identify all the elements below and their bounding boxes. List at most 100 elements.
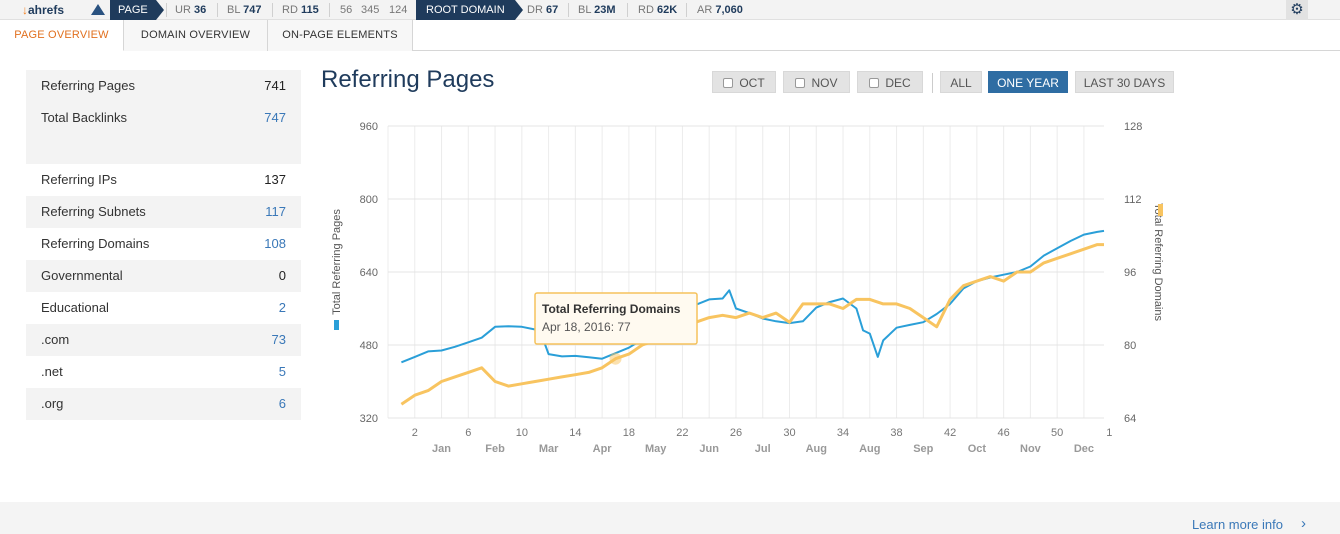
- tab-domain-overview[interactable]: DOMAIN OVERVIEW: [124, 20, 268, 51]
- stat-value-link[interactable]: 747: [264, 110, 286, 125]
- divider: [568, 3, 569, 17]
- filter-oct-button[interactable]: OCT: [712, 71, 776, 93]
- x-week-tick-label: 50: [1051, 427, 1063, 439]
- chevron-right-icon[interactable]: ›: [1301, 515, 1306, 532]
- top-toolbar: ↓ahrefs PAGE UR 36 BL 747 RD 115 56 345 …: [0, 0, 1340, 20]
- x-month-tick-label: Feb: [485, 443, 505, 455]
- x-month-tick-label: May: [645, 443, 667, 455]
- bl-metric: BL 747: [227, 0, 261, 20]
- x-month-tick-label: Oct: [968, 443, 987, 455]
- stat-value-link[interactable]: 73: [271, 332, 286, 347]
- root-domain-badge[interactable]: ROOT DOMAIN: [416, 0, 523, 20]
- stat-value-link[interactable]: 117: [265, 204, 286, 219]
- filter-nov-button[interactable]: NOV: [783, 71, 850, 93]
- tooltip-marker: [609, 352, 622, 365]
- divider: [166, 3, 167, 17]
- stat-row-total-backlinks: Total Backlinks 747: [26, 102, 301, 134]
- y-right-tick-label: 96: [1124, 267, 1136, 279]
- x-month-tick-label: Mar: [539, 443, 559, 455]
- y-right-axis-title: Total Referring Domains: [1152, 203, 1164, 321]
- metric-n2: 345: [361, 4, 380, 16]
- ur-label: UR: [175, 4, 191, 16]
- stat-label: Referring Pages: [41, 78, 135, 93]
- stats-table: Referring Pages 741 Total Backlinks 747 …: [26, 70, 301, 420]
- rd-value: 115: [300, 4, 319, 16]
- x-week-tick-label: 10: [516, 427, 528, 439]
- x-month-tick-label: Jun: [699, 443, 719, 455]
- learn-more-link[interactable]: Learn more info: [1191, 517, 1283, 532]
- logo-mark: ↓: [22, 3, 28, 17]
- stat-row-net: .net 5: [26, 356, 301, 388]
- x-week-tick-label: 34: [837, 427, 849, 439]
- tab-page-overview[interactable]: PAGE OVERVIEW: [0, 20, 124, 51]
- tooltip-box: [534, 292, 698, 345]
- dr-value: 67: [545, 4, 559, 16]
- x-week-tick-label: 42: [944, 427, 956, 439]
- ar-metric: AR 7,060: [697, 0, 743, 20]
- chart-title: Referring Pages: [321, 66, 495, 93]
- rd-metric: RD 115: [282, 0, 319, 20]
- x-week-tick-label: 2: [412, 427, 418, 439]
- x-week-tick-label: 30: [783, 427, 795, 439]
- ar-value: 7,060: [715, 4, 743, 16]
- stat-row-governmental: Governmental 0: [26, 260, 301, 292]
- tab-on-page-elements[interactable]: ON-PAGE ELEMENTS: [268, 20, 413, 51]
- x-week-tick-label: 22: [676, 427, 688, 439]
- stat-label: Educational: [41, 300, 109, 315]
- checkbox-icon[interactable]: [795, 78, 806, 88]
- ahrefs-logo[interactable]: ↓ahrefs: [22, 0, 64, 20]
- y-right-tick-label: 128: [1124, 121, 1142, 133]
- series-line-referring-pages: [401, 229, 1105, 364]
- stat-value-link[interactable]: 6: [278, 396, 286, 411]
- rd-label: RD: [282, 4, 298, 16]
- y-left-tick-label: 640: [360, 267, 378, 279]
- collapse-triangle-icon[interactable]: [91, 4, 105, 15]
- x-week-tick-label: 1: [1106, 427, 1112, 439]
- x-month-tick-label: Jan: [432, 443, 451, 455]
- stat-row-referring-ips: Referring IPs 137: [26, 164, 301, 196]
- x-week-tick-label: 18: [623, 427, 635, 439]
- series-legend-marker-domains: [1158, 204, 1163, 216]
- x-month-tick-label: Aug: [859, 443, 880, 455]
- x-month-tick-label: Dec: [1074, 443, 1094, 455]
- tab-bar: PAGE OVERVIEW DOMAIN OVERVIEW ON-PAGE EL…: [0, 20, 1340, 51]
- metric-n3: 124: [389, 4, 408, 16]
- x-week-tick-label: 14: [569, 427, 581, 439]
- bl2-value: 23M: [594, 4, 616, 16]
- stat-label: .org: [41, 396, 64, 411]
- checkbox-icon[interactable]: [869, 78, 880, 88]
- stats-spacer: [26, 134, 301, 164]
- filter-oct-label: OCT: [739, 76, 765, 90]
- y-right-tick-label: 80: [1124, 340, 1136, 352]
- stat-row-referring-subnets: Referring Subnets 117: [26, 196, 301, 228]
- stat-value-link[interactable]: 5: [278, 364, 286, 379]
- series-legend-marker-pages: [334, 320, 339, 330]
- metric-n1: 56: [340, 4, 353, 16]
- ur-metric: UR 36: [175, 0, 206, 20]
- gear-icon[interactable]: ⚙: [1286, 0, 1308, 20]
- dr-metric: DR 67: [527, 0, 558, 20]
- stat-label: Total Backlinks: [41, 110, 127, 125]
- stat-value-link[interactable]: 2: [278, 300, 286, 315]
- y-left-tick-label: 960: [360, 121, 378, 133]
- range-all-button[interactable]: ALL: [940, 71, 982, 93]
- tooltip-title: Total Referring Domains: [542, 302, 681, 316]
- divider: [217, 3, 218, 17]
- divider: [272, 3, 273, 17]
- x-month-tick-label: Jul: [755, 443, 771, 455]
- logo-text: ahrefs: [28, 3, 65, 17]
- ar-label: AR: [697, 4, 713, 16]
- stat-row-referring-domains: Referring Domains 108: [26, 228, 301, 260]
- range-last-30-days-button[interactable]: LAST 30 DAYS: [1075, 71, 1174, 93]
- bl2-metric: BL 23M: [578, 0, 616, 20]
- stat-value-link[interactable]: 108: [264, 236, 286, 251]
- tooltip-text: Apr 18, 2016: 77: [542, 320, 631, 334]
- stat-label: Referring Domains: [41, 236, 150, 251]
- divider: [329, 3, 330, 17]
- checkbox-icon[interactable]: [723, 78, 734, 88]
- filter-dec-button[interactable]: DEC: [857, 71, 923, 93]
- page-mode-badge[interactable]: PAGE: [110, 0, 164, 20]
- series-line-referring-domains: [400, 243, 1104, 406]
- range-one-year-button[interactable]: ONE YEAR: [988, 71, 1068, 93]
